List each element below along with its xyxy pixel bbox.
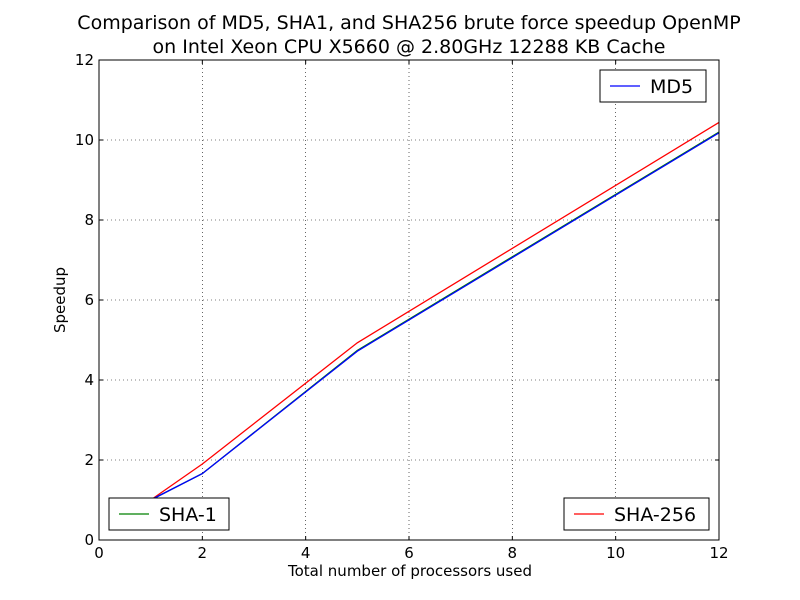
- y-tick-label: 12: [75, 51, 94, 69]
- legend-layer: MD5 SHA-1 SHA-256: [108, 69, 710, 531]
- legend-sha-1: SHA-1: [108, 497, 230, 531]
- x-tick-label: 0: [94, 544, 104, 562]
- x-tick-label: 2: [198, 544, 208, 562]
- series-line-md5: [150, 132, 720, 501]
- x-tick-label: 4: [301, 544, 311, 562]
- y-tick-label: 2: [84, 451, 94, 469]
- legend-label: SHA-256: [614, 504, 696, 526]
- series-line-sha-256: [150, 121, 720, 501]
- x-axis-label: Total number of processors used: [287, 562, 532, 580]
- y-tick-label: 8: [84, 211, 94, 229]
- x-tick-label: 10: [606, 544, 625, 562]
- legend-sha-256: SHA-256: [563, 497, 710, 531]
- y-tick-label: 6: [84, 291, 94, 309]
- y-tick-label: 10: [75, 131, 94, 149]
- legend-label: MD5: [650, 76, 693, 98]
- x-tick-label: 12: [709, 544, 728, 562]
- series-layer: [150, 121, 720, 501]
- y-tick-label: 4: [84, 371, 94, 389]
- chart-subtitle: on Intel Xeon CPU X5660 @ 2.80GHz 12288 …: [153, 36, 666, 58]
- chart-title: Comparison of MD5, SHA1, and SHA256 brut…: [77, 12, 740, 34]
- grid-layer: [99, 60, 719, 540]
- y-axis-label: Speedup: [51, 267, 69, 333]
- x-tick-label: 8: [508, 544, 518, 562]
- legend-md5: MD5: [599, 69, 707, 103]
- y-tick-label: 0: [84, 531, 94, 549]
- tick-layer: 0 2 4 6 8 10 12 0 2 4 6 8 10 12: [75, 51, 729, 562]
- x-tick-label: 6: [404, 544, 414, 562]
- legend-label: SHA-1: [159, 504, 217, 526]
- series-line-sha-1: [150, 131, 720, 501]
